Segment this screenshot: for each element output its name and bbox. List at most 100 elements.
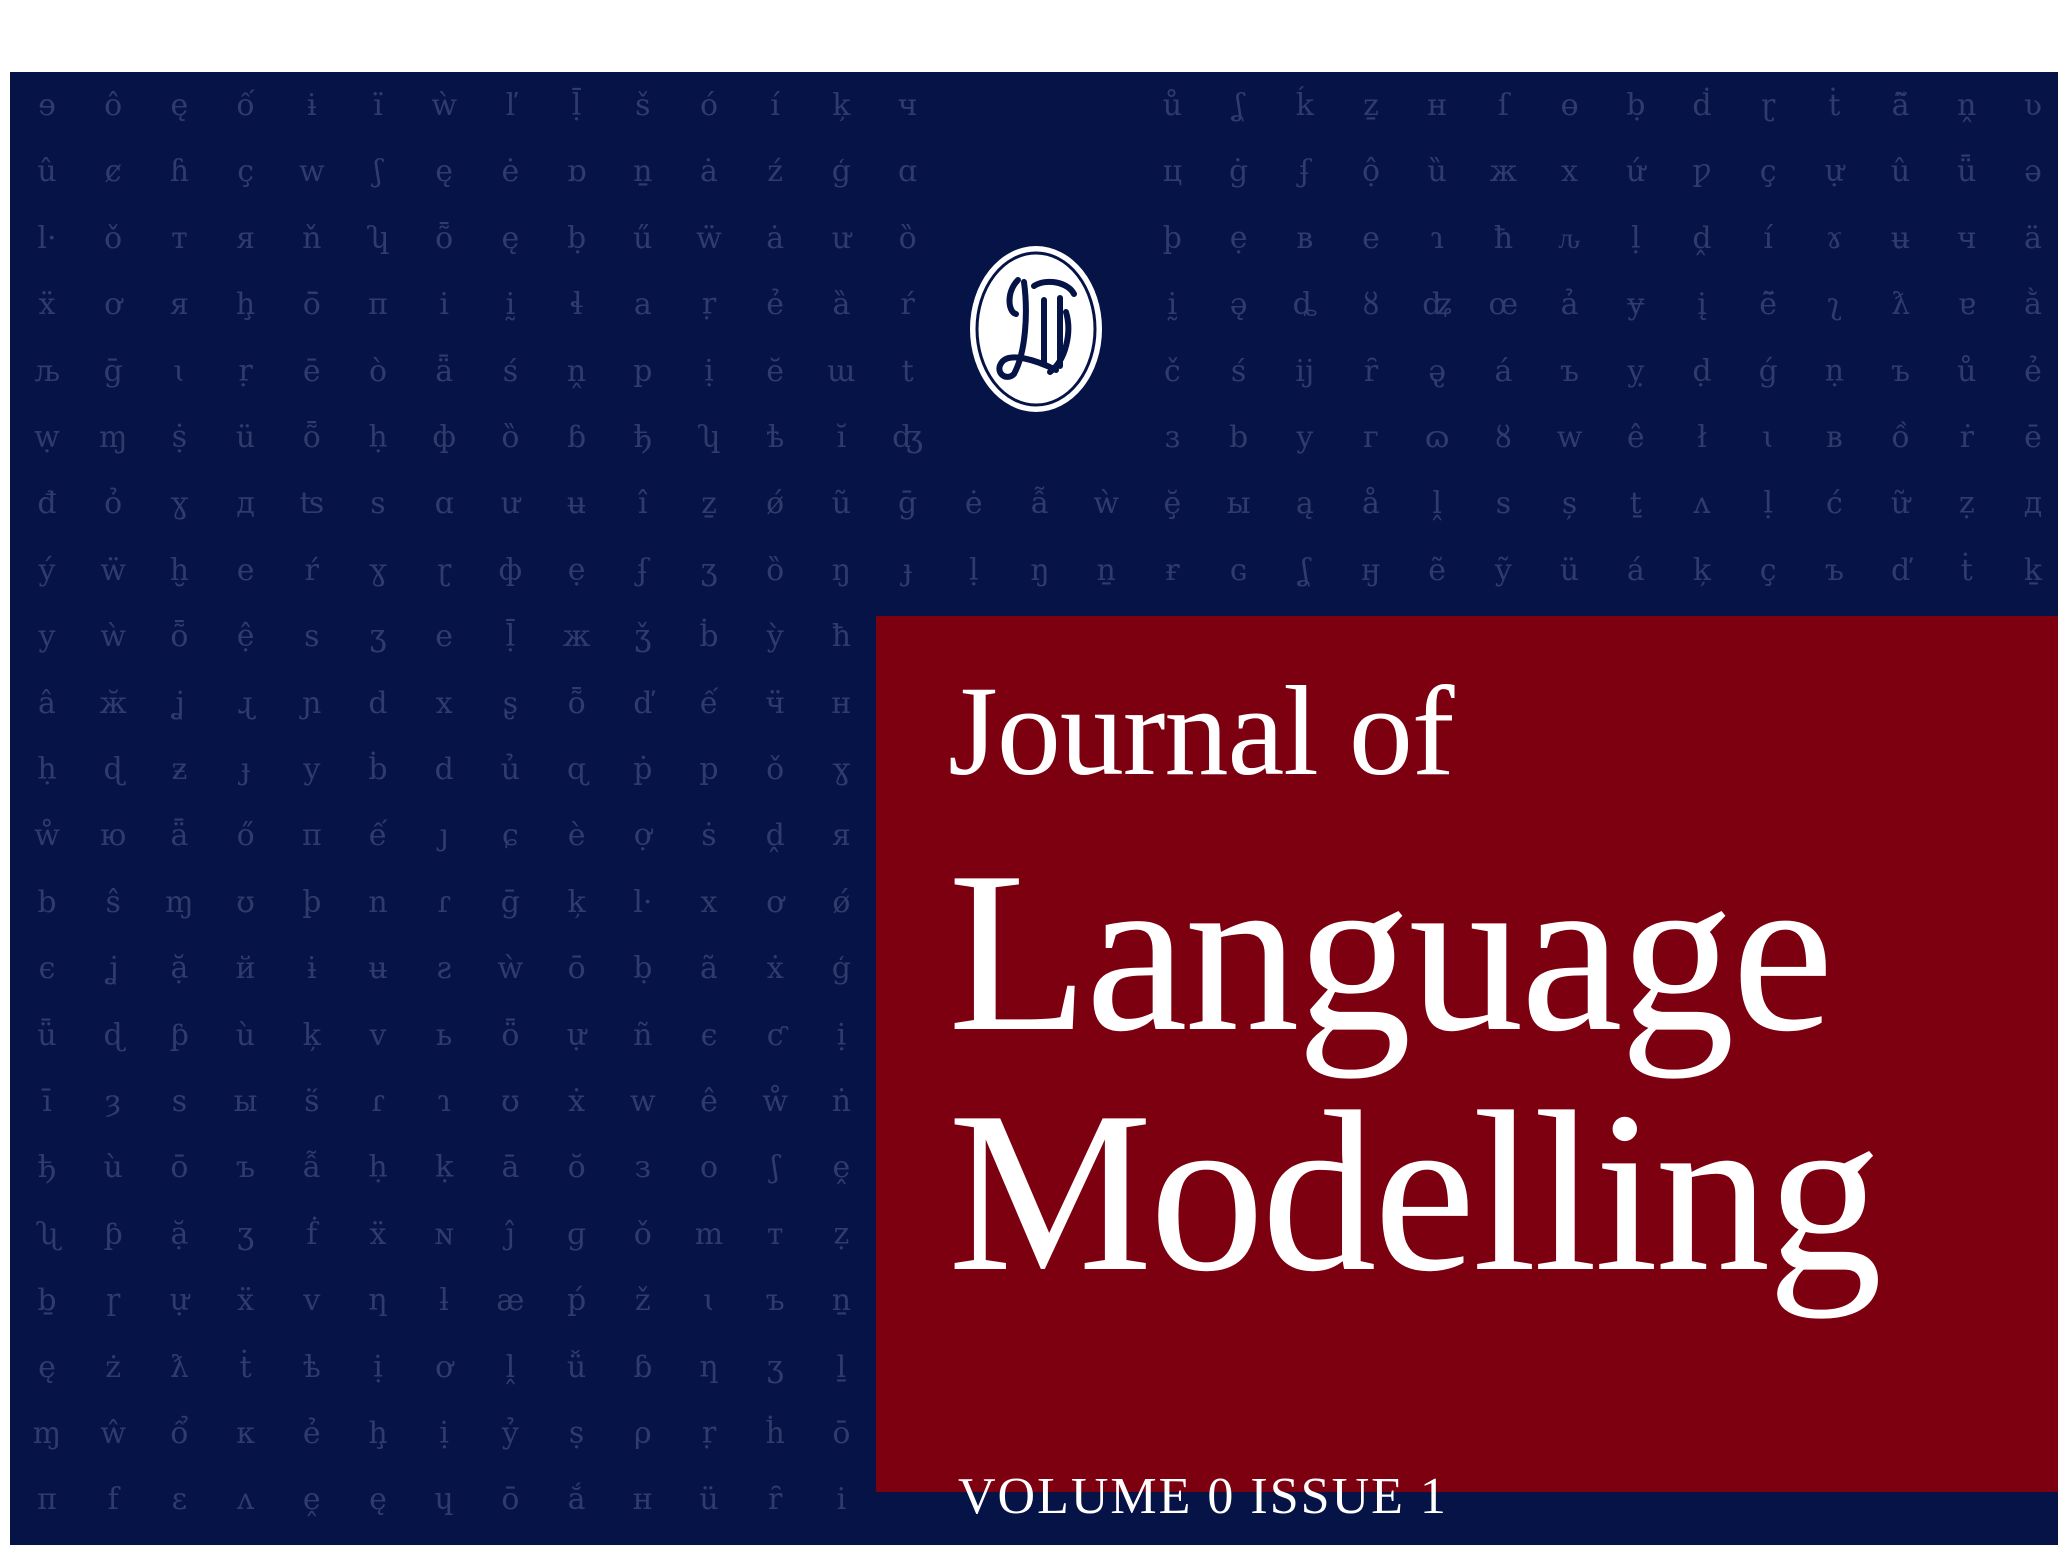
ipa-glyph: ŋ <box>831 552 852 588</box>
ipa-glyph: í <box>1763 220 1773 256</box>
ipa-glyph: ɕ <box>501 818 519 854</box>
journal-title-line-3: Modelling <box>948 1064 1882 1319</box>
ipa-glyph: đ <box>37 486 57 522</box>
ipa-glyph: w <box>629 1084 656 1119</box>
ipa-glyph: ч <box>897 88 918 123</box>
ipa-glyph: ù <box>235 1017 256 1053</box>
ipa-glyph: ḽ <box>505 1349 516 1385</box>
ipa-glyph: ɽ <box>1761 88 1776 123</box>
ipa-glyph: ẻ <box>766 287 785 323</box>
ipa-glyph: ʉ <box>1890 220 1911 256</box>
ipa-glyph: ŏ <box>567 1150 586 1186</box>
ipa-glyph: ь <box>436 1017 453 1053</box>
ipa-glyph: ṩ <box>171 420 188 455</box>
ipa-glyph: ʃ <box>771 1150 780 1186</box>
title-panel: Journal of Language Modelling <box>876 616 2058 1492</box>
ipa-glyph: ъ <box>1560 353 1580 389</box>
ipa-glyph: å <box>1362 486 1380 522</box>
ipa-glyph: ḡ <box>500 884 520 920</box>
ipa-glyph: ɦ <box>169 154 190 190</box>
ipa-glyph: ẽ <box>1428 552 1447 588</box>
ipa-glyph: ģ <box>831 154 851 190</box>
ipa-glyph: н <box>632 1482 653 1518</box>
ipa-glyph: ƚ <box>439 1283 449 1319</box>
ipa-glyph: ƞ <box>368 1283 388 1319</box>
ipa-glyph: ẽ̄ <box>1759 287 1778 323</box>
ipa-glyph: ю <box>100 818 127 854</box>
volume-issue-label: VOLUME 0 ISSUE 1 <box>958 1468 1448 1525</box>
ipa-glyph: ɓ <box>566 420 587 455</box>
ipa-glyph: ɩ <box>703 1283 715 1319</box>
ipa-glyph: ị <box>439 1416 449 1451</box>
ipa-glyph: ы <box>233 1084 258 1119</box>
ipa-glyph: т <box>766 1216 784 1252</box>
ipa-glyph: ẫ <box>1030 486 1050 522</box>
ipa-glyph: ē <box>302 353 321 389</box>
ipa-glyph: ố <box>236 88 255 123</box>
ipa-glyph: ǿ <box>766 486 785 522</box>
ipa-glyph: ł <box>1697 420 1707 455</box>
ipa-glyph: ж <box>562 619 591 655</box>
ipa-glyph: ŵ <box>100 1416 127 1451</box>
ipa-glyph: ḓ <box>765 818 785 854</box>
ipa-glyph: г <box>1363 420 1379 455</box>
ipa-glyph: ñ <box>633 1017 653 1053</box>
ipa-glyph: ỵ <box>1627 353 1645 389</box>
ipa-glyph: ɤ <box>1825 220 1843 256</box>
ipa-glyph: ɱ <box>32 1416 62 1451</box>
ipa-glyph: ḽ <box>1432 486 1442 522</box>
ipa-glyph: ȷ <box>439 818 449 854</box>
ipa-glyph: ḥ <box>368 420 388 455</box>
ipa-glyph: ṣ <box>568 1416 585 1451</box>
ipa-glyph: х <box>1561 154 1579 190</box>
ipa-glyph: ʅ <box>1827 287 1842 323</box>
ipa-glyph: ʂ <box>502 685 519 721</box>
ipa-glyph: ɩ <box>1762 420 1775 455</box>
ipa-glyph: ặ <box>170 1216 189 1252</box>
ipa-glyph: ə̨ <box>1229 287 1248 323</box>
ipa-glyph: ɻ <box>237 685 254 721</box>
ipa-glyph: ɏ <box>1627 287 1645 323</box>
ipa-glyph: ȝ <box>105 1084 122 1119</box>
ipa-glyph: ɨ <box>306 88 317 123</box>
ipa-glyph: ẓ <box>833 1216 850 1252</box>
ipa-glyph: ӈ <box>1361 552 1381 588</box>
ipa-glyph: д <box>236 486 255 522</box>
ipa-glyph: ả <box>1560 287 1579 323</box>
ipa-glyph: ǚ <box>566 1349 587 1385</box>
ipa-glyph: ẍ <box>38 287 56 323</box>
ipa-glyph: ɣ <box>369 552 387 588</box>
journal-title-line-1: Journal of <box>948 660 1454 802</box>
ipa-glyph: ů <box>1957 353 1977 389</box>
ipa-glyph: ḃ <box>699 619 719 655</box>
ipa-glyph: ṕ <box>566 1283 587 1319</box>
ipa-glyph: ã <box>700 951 718 987</box>
ipa-glyph: ђ <box>37 1150 57 1186</box>
ipa-glyph: к <box>236 1416 255 1451</box>
ipa-glyph: ṫ <box>239 1349 252 1385</box>
ipa-glyph: s <box>1495 486 1512 522</box>
ipa-glyph: ƥ <box>103 1216 123 1252</box>
ipa-glyph: ĕ <box>766 353 785 389</box>
ipa-glyph: ồ <box>1891 420 1910 455</box>
ipa-glyph: ữ <box>1890 486 1911 522</box>
ipa-glyph: ḵ <box>2023 552 2043 588</box>
ipa-glyph: ẅ <box>100 552 127 588</box>
ipa-glyph: t <box>901 353 914 389</box>
ipa-glyph: ș <box>1561 486 1578 522</box>
ipa-glyph: ɍ <box>1165 552 1180 588</box>
ipa-glyph: ổ <box>170 1416 189 1451</box>
ipa-glyph: x <box>700 884 718 920</box>
ipa-glyph: ɟ <box>240 752 251 787</box>
ipa-glyph: ḭ <box>1167 287 1178 323</box>
ipa-glyph: ʌ <box>1693 486 1711 522</box>
ipa-glyph: ȭ <box>435 220 454 256</box>
ipa-glyph: ɖ <box>103 1017 123 1053</box>
ipa-glyph: ɥ <box>434 1482 454 1518</box>
ipa-glyph: ơ <box>435 1349 454 1385</box>
ipa-glyph: ḅ <box>633 951 653 987</box>
ipa-glyph: d <box>368 685 388 721</box>
ipa-glyph: т <box>171 220 188 256</box>
ipa-glyph: ê <box>700 1084 718 1119</box>
ipa-glyph: ś <box>1230 353 1247 389</box>
